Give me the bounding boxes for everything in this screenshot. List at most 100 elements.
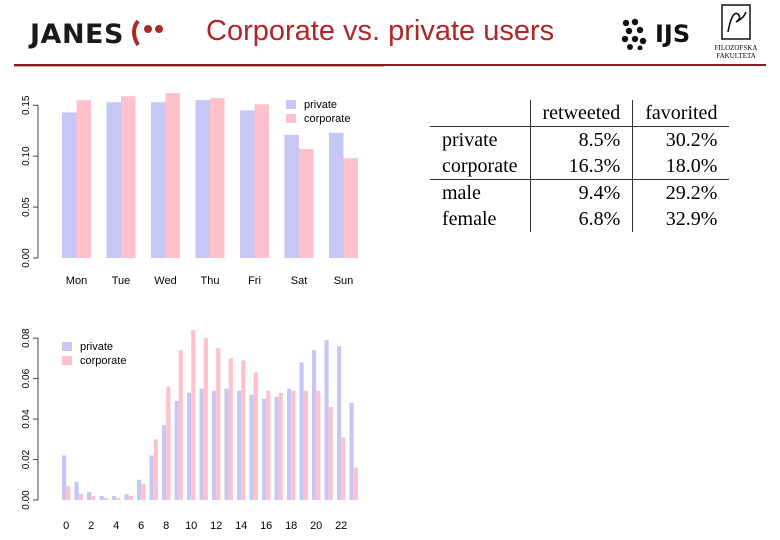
y-tick-label: 0.10 bbox=[21, 146, 32, 166]
ff-logo: FILOZOFSKA FAKULTETA bbox=[706, 4, 766, 60]
bar-private bbox=[149, 455, 154, 500]
bar-corporate bbox=[76, 100, 91, 258]
bar-corporate bbox=[328, 406, 333, 500]
legend-label: private bbox=[304, 99, 337, 111]
bar-private bbox=[312, 350, 317, 500]
legend-label: corporate bbox=[80, 355, 126, 367]
bar-corporate bbox=[253, 372, 258, 500]
x-tick-label: 22 bbox=[335, 520, 347, 532]
x-tick-label: 20 bbox=[310, 520, 322, 532]
bar-private bbox=[212, 390, 217, 500]
bar-corporate bbox=[128, 495, 133, 500]
bar-private bbox=[112, 495, 117, 500]
bar-private bbox=[187, 392, 192, 500]
bar-private bbox=[162, 425, 167, 500]
x-tick-label: 0 bbox=[63, 520, 69, 532]
bar-corporate bbox=[121, 96, 136, 258]
janes-logo-mark-icon bbox=[131, 19, 163, 46]
x-tick-label: Sun bbox=[334, 275, 354, 287]
bar-private bbox=[299, 362, 304, 500]
page-title: Corporate vs. private users bbox=[206, 15, 555, 47]
x-tick-label: Sat bbox=[291, 275, 308, 287]
bar-private bbox=[324, 340, 329, 500]
janes-logo: JANES bbox=[30, 14, 168, 54]
bar-private bbox=[349, 402, 354, 500]
bar-private bbox=[287, 388, 292, 500]
header-rule bbox=[14, 64, 766, 66]
bar-private bbox=[337, 346, 342, 500]
bar-private bbox=[106, 102, 121, 258]
weekday-bar-chart: 0.00 0.05 0.10 0.15 Mon Tue Wed Thu Fri Sat Sun pri… bbox=[21, 93, 358, 287]
bar-private bbox=[240, 110, 255, 258]
bar-private bbox=[329, 132, 344, 258]
engagement-table: retweeted favorited private 8.5% 30.2% c… bbox=[430, 100, 745, 232]
legend-swatch bbox=[62, 342, 72, 351]
ff-logo-line2: FAKULTETA bbox=[716, 52, 756, 60]
x-tick-label: 14 bbox=[235, 520, 247, 532]
x-tick-label: Fri bbox=[248, 275, 261, 287]
table-cell: 8.5% bbox=[529, 126, 633, 153]
bar-corporate bbox=[116, 497, 121, 500]
legend-label: corporate bbox=[304, 113, 350, 125]
table-row: male 9.4% 29.2% bbox=[430, 179, 730, 206]
table-cell: 18.0% bbox=[632, 153, 730, 180]
y-tick-label: 0.00 bbox=[21, 248, 32, 268]
x-tick-label: 18 bbox=[285, 520, 297, 532]
bar-corporate bbox=[299, 149, 314, 258]
bar-corporate bbox=[78, 493, 83, 500]
table-header-cell: favorited bbox=[632, 100, 730, 127]
bar-corporate bbox=[266, 390, 271, 500]
table-row: female 6.8% 32.9% bbox=[430, 206, 730, 232]
bar-corporate bbox=[316, 390, 321, 500]
bar-private bbox=[284, 134, 299, 258]
bar-corporate bbox=[303, 390, 308, 500]
x-tick-label: 10 bbox=[185, 520, 197, 532]
x-tick-label: 8 bbox=[163, 520, 169, 532]
x-tick-label: Mon bbox=[66, 275, 87, 287]
y-tick-label: 0.15 bbox=[21, 95, 32, 115]
table-cell: 32.9% bbox=[632, 206, 730, 232]
table-cell: 16.3% bbox=[529, 153, 633, 180]
hourly-bar-chart: 0.00 0.02 0.04 0.06 0.08 0 2 4 6 8 10 12 14 16 18 20 22 p… bbox=[21, 328, 358, 532]
legend-swatch bbox=[62, 356, 72, 365]
bar-private bbox=[62, 112, 77, 259]
x-tick-label: Thu bbox=[201, 275, 220, 287]
table-cell: 30.2% bbox=[632, 126, 730, 153]
bar-private bbox=[151, 102, 166, 258]
legend-swatch bbox=[286, 114, 296, 123]
table-header-cell bbox=[430, 100, 531, 127]
bar-private bbox=[262, 398, 267, 500]
x-tick-label: 16 bbox=[260, 520, 272, 532]
bar-corporate bbox=[353, 467, 358, 500]
table-header-row: retweeted favorited bbox=[430, 100, 730, 127]
bar-corporate bbox=[216, 348, 221, 500]
table-cell: male bbox=[442, 182, 481, 204]
ijs-logo: IJS bbox=[621, 18, 690, 50]
table-cell: 6.8% bbox=[529, 206, 633, 232]
table-row: corporate 16.3% 18.0% bbox=[430, 153, 730, 180]
y-tick-label: 0.00 bbox=[21, 490, 32, 510]
ijs-logo-text: IJS bbox=[655, 20, 691, 48]
bar-corporate bbox=[341, 437, 346, 500]
bar-corporate bbox=[228, 358, 233, 500]
bar-private bbox=[62, 455, 67, 500]
bar-private bbox=[174, 400, 179, 500]
bar-corporate bbox=[153, 439, 158, 500]
engagement-table-grid: retweeted favorited private 8.5% 30.2% c… bbox=[430, 100, 730, 232]
bar-corporate bbox=[178, 350, 183, 500]
table-row: private 8.5% 30.2% bbox=[430, 126, 730, 153]
bar-corporate bbox=[166, 386, 171, 500]
x-tick-label: 4 bbox=[113, 520, 119, 532]
bar-corporate bbox=[241, 360, 246, 500]
bar-corporate bbox=[66, 485, 71, 500]
slide-header: JANES Corporate vs. private users IJS FI… bbox=[0, 0, 780, 64]
table-cell: private bbox=[442, 129, 498, 151]
ff-logo-emblem-icon bbox=[721, 4, 751, 40]
bar-corporate bbox=[91, 495, 96, 500]
y-tick-label: 0.06 bbox=[21, 368, 32, 388]
table-cell: 29.2% bbox=[632, 179, 730, 206]
ijs-logo-dots-icon bbox=[621, 18, 647, 50]
y-tick-label: 0.05 bbox=[21, 197, 32, 217]
y-tick-label: 0.02 bbox=[21, 449, 32, 469]
bar-private bbox=[249, 394, 254, 500]
